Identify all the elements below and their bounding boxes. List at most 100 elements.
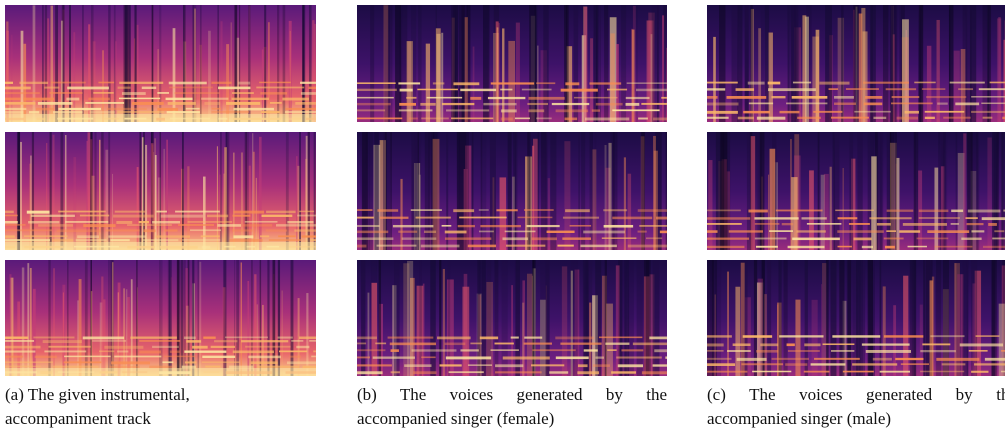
harmonic xyxy=(169,87,213,89)
harmonic xyxy=(302,235,337,237)
harmonic xyxy=(771,96,785,98)
harmonic xyxy=(357,89,397,91)
harmonic xyxy=(943,117,970,119)
harmonic xyxy=(19,82,48,84)
harmonic xyxy=(864,103,883,106)
harmonic xyxy=(560,343,601,345)
harmonic xyxy=(446,109,489,111)
harmonic xyxy=(470,97,481,100)
spectro-stripe xyxy=(871,156,876,274)
harmonic xyxy=(212,108,221,110)
harmonic xyxy=(285,111,332,113)
spectro-stripe xyxy=(987,138,991,256)
spectro-stripe xyxy=(169,260,172,376)
harmonic xyxy=(971,111,1005,113)
harmonic xyxy=(460,89,496,91)
harmonic xyxy=(149,366,172,369)
spectro-stripe xyxy=(60,132,63,250)
harmonic xyxy=(391,349,399,352)
harmonic xyxy=(245,346,290,348)
harmonic xyxy=(951,210,963,213)
harmonic xyxy=(297,215,341,217)
harmonic xyxy=(88,98,109,101)
harmonic xyxy=(743,335,772,338)
harmonic xyxy=(834,96,854,99)
harmonic xyxy=(157,92,169,94)
harmonic xyxy=(621,349,643,351)
harmonic xyxy=(373,356,415,358)
harmonic xyxy=(488,97,525,99)
harmonic xyxy=(5,235,15,237)
spectro-stripe xyxy=(198,260,199,376)
caption-line: (a) The given instrumental, xyxy=(5,383,317,407)
spectro-stripe xyxy=(248,132,249,250)
harmonic xyxy=(427,97,463,99)
harmonic xyxy=(925,117,935,119)
harmonic xyxy=(64,361,102,363)
spectro-stripe xyxy=(770,149,776,267)
spectro-stripe xyxy=(361,260,365,376)
harmonic xyxy=(308,87,340,89)
harmonic xyxy=(413,371,436,374)
harmonic xyxy=(44,350,86,352)
harmonic xyxy=(287,221,313,223)
harmonic xyxy=(578,364,588,367)
spectro-stripe xyxy=(999,304,1005,380)
harmonic xyxy=(992,238,1005,240)
harmonic xyxy=(57,229,101,232)
harmonic xyxy=(357,97,394,99)
harmonic xyxy=(451,118,493,120)
harmonic xyxy=(846,88,879,90)
harmonic xyxy=(585,118,629,121)
harmonic xyxy=(170,350,180,352)
harmonic xyxy=(565,82,579,85)
harmonic xyxy=(53,366,99,368)
harmonic xyxy=(854,238,872,241)
harmonic xyxy=(483,103,516,105)
harmonic xyxy=(35,356,57,358)
harmonic xyxy=(157,108,178,111)
harmonic xyxy=(201,98,228,100)
spectro-stripe xyxy=(443,269,445,380)
harmonic xyxy=(804,343,820,346)
harmonic xyxy=(638,209,685,212)
caption-c: (c) The voices generated by the accompan… xyxy=(707,383,1005,431)
spectro-stripe xyxy=(264,5,266,122)
spectro-stripe xyxy=(481,132,483,250)
harmonic xyxy=(5,98,21,100)
harmonic xyxy=(256,87,304,89)
harmonic xyxy=(205,366,220,368)
harmonic xyxy=(937,103,948,105)
harmonic xyxy=(654,349,699,352)
harmonic xyxy=(357,356,370,358)
harmonic xyxy=(212,111,250,113)
harmonic xyxy=(755,223,780,225)
spectro-stripe xyxy=(143,132,145,250)
harmonic xyxy=(887,210,914,212)
spectro-stripe xyxy=(160,132,161,250)
spectro-stripe xyxy=(208,31,211,148)
harmonic xyxy=(880,371,910,373)
harmonic xyxy=(357,237,393,240)
spectro-stripe xyxy=(30,268,32,380)
spectro-stripe xyxy=(277,5,279,122)
harmonic xyxy=(143,229,155,232)
spectro-stripe xyxy=(930,280,933,380)
harmonic xyxy=(557,245,573,247)
harmonic xyxy=(186,108,200,110)
spectro-stripe xyxy=(735,287,740,380)
caption-b: (b) The voices generated by the accompan… xyxy=(357,383,667,431)
harmonic xyxy=(152,221,180,224)
harmonic xyxy=(139,340,180,342)
harmonic xyxy=(64,356,111,358)
spectro-stripe xyxy=(283,5,286,122)
harmonic xyxy=(772,358,809,360)
harmonic xyxy=(627,82,671,84)
spectro-stripe xyxy=(252,133,253,251)
harmonic xyxy=(5,366,41,368)
spectro-stripe xyxy=(529,132,531,250)
harmonic xyxy=(891,103,933,105)
spectro-stripe xyxy=(788,5,789,122)
harmonic xyxy=(814,358,860,360)
harmonic xyxy=(5,92,40,94)
